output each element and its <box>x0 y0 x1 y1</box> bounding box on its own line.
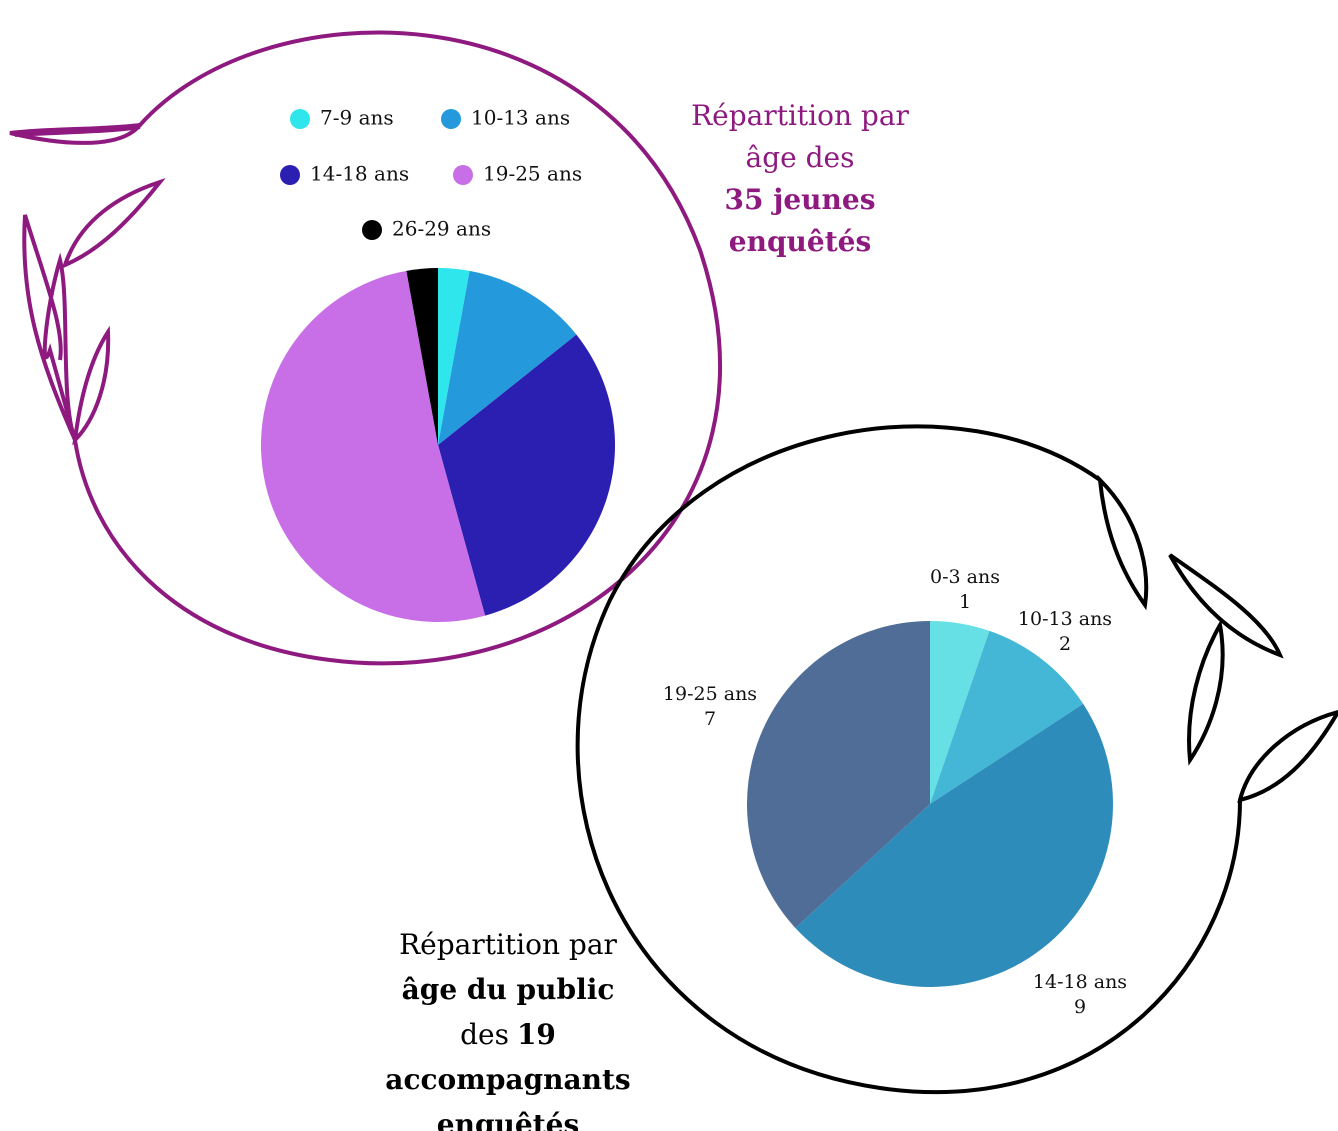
bubble-outline <box>73 30 722 666</box>
purple-bubble <box>9 30 722 666</box>
title-segment: enquêtés <box>729 225 871 258</box>
title-segment: enquêtés <box>437 1108 579 1131</box>
title-segment: 19 <box>517 1018 556 1051</box>
chart-title: âge du public <box>402 973 615 1006</box>
legend-swatch <box>290 109 310 129</box>
pie-slice <box>930 621 990 804</box>
black-bubble <box>575 424 1338 1095</box>
chart-title: Répartition par <box>399 928 617 961</box>
legend-swatch <box>362 220 382 240</box>
data-label-category: 10-13 ans <box>1018 608 1112 630</box>
data-label-value: 2 <box>1059 633 1071 655</box>
chart-title: Répartition par <box>691 99 909 132</box>
leaf <box>22 214 77 441</box>
chart-title: 35 jeunes <box>725 183 876 216</box>
title-segment: Répartition par <box>399 928 617 961</box>
leaf <box>1097 474 1149 611</box>
pie-slice <box>260 270 486 623</box>
title-segment: âge des <box>746 141 855 174</box>
title-segment: accompagnants <box>385 1063 630 1096</box>
legend-swatch <box>441 109 461 129</box>
chart-title: des 19 <box>460 1018 556 1051</box>
legend-swatch <box>453 165 473 185</box>
pie-slice <box>930 630 1084 804</box>
data-label-value: 1 <box>959 591 971 613</box>
chart-title: enquêtés <box>729 225 871 258</box>
title-segment: 35 jeunes <box>725 183 876 216</box>
leaf <box>72 325 111 446</box>
leaf <box>1187 619 1225 766</box>
legend-label: 14-18 ans <box>310 162 409 186</box>
pie-slice <box>795 703 1113 987</box>
legend-label: 26-29 ans <box>392 217 491 241</box>
title-segment: des <box>460 1018 509 1051</box>
data-label-category: 19-25 ans <box>663 683 757 705</box>
chart-title: accompagnants <box>385 1063 630 1096</box>
leaf <box>9 122 145 145</box>
leaf <box>61 178 166 269</box>
leaf <box>1237 709 1338 803</box>
pie-slice <box>406 268 438 445</box>
title-segment: Répartition par <box>691 99 909 132</box>
leaf <box>1168 553 1284 659</box>
title-segment: âge du public <box>402 973 615 1006</box>
pie-slice <box>438 334 615 616</box>
pie-slice <box>747 621 930 928</box>
data-label-value: 7 <box>704 708 716 730</box>
legend-label: 19-25 ans <box>483 162 582 186</box>
pie-slice <box>438 270 577 445</box>
chart-title: âge des <box>746 141 855 174</box>
pie-slice <box>438 268 470 445</box>
legend-label: 7-9 ans <box>320 106 394 130</box>
data-label-value: 9 <box>1074 996 1086 1018</box>
data-label-category: 14-18 ans <box>1033 971 1127 993</box>
legend-swatch <box>280 165 300 185</box>
bubble-outline <box>575 424 1242 1095</box>
chart-title: enquêtés <box>437 1108 579 1131</box>
data-label-category: 0-3 ans <box>930 566 1000 588</box>
legend-label: 10-13 ans <box>471 106 570 130</box>
